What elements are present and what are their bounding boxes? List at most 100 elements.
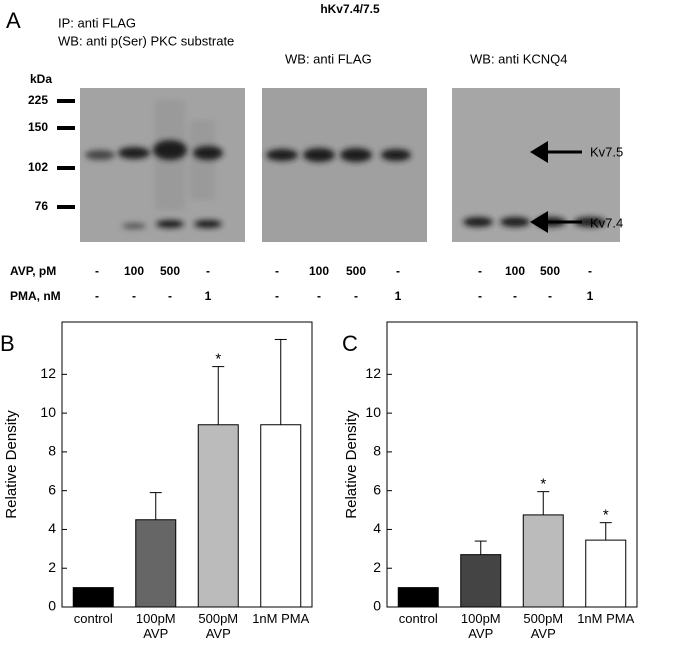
x-tick-label-box: control	[398, 611, 438, 626]
y-tick-label: 4	[373, 520, 381, 536]
x-tick-label-box: 100pM AVP	[460, 611, 501, 641]
row-cell: -	[275, 264, 279, 278]
significance: *	[540, 476, 546, 493]
arrows	[545, 150, 582, 224]
row-cell: 100	[505, 264, 525, 278]
bar	[72, 587, 114, 608]
marker-label: 76	[35, 199, 49, 213]
error-bar	[474, 540, 487, 555]
x-tick-label: control	[398, 611, 438, 626]
blot-header: IP: anti FLAG	[58, 15, 136, 30]
figure-title: hKv7.4/7.5	[320, 2, 380, 16]
y-axis-title: Relative Density	[343, 410, 360, 519]
row-cell: -	[478, 289, 482, 303]
y-axis-title: Relative Density	[3, 410, 20, 519]
plot-frame	[61, 321, 313, 608]
y-tick-label: 4	[48, 520, 56, 536]
row-cell: -	[95, 264, 99, 278]
x-tick-label-box: 500pM AVP	[198, 611, 239, 641]
band-label: Kv7.5	[590, 144, 623, 159]
x-tick-label-box: 1nM PMA	[252, 611, 310, 626]
x-tick-label-box: control	[73, 611, 113, 626]
x-tick-label: 500pM AVP	[198, 611, 239, 641]
band-label: Kv7.4	[590, 215, 623, 230]
row-cell: -	[206, 264, 210, 278]
y-tick-label: 12	[365, 365, 381, 381]
marker-label: 102	[28, 160, 48, 174]
row-label: AVP, pM	[10, 264, 56, 278]
row-cell: 1	[395, 289, 402, 303]
row-cell: -	[317, 289, 321, 303]
y-tick-label: 10	[365, 404, 381, 420]
panel-label: B	[0, 331, 15, 356]
blot	[262, 88, 427, 242]
blot-header: WB: anti p(Ser) PKC substrate	[58, 33, 234, 48]
y-tick-label: 2	[373, 559, 381, 575]
row-cell: 100	[124, 264, 144, 278]
row-cell: -	[132, 289, 136, 303]
bar	[460, 554, 502, 608]
x-tick-label: 500pM AVP	[523, 611, 564, 641]
x-tick-label: control	[73, 611, 113, 626]
panel-label: A	[6, 8, 21, 33]
panel-label: C	[342, 331, 358, 356]
row-cell: 500	[346, 264, 366, 278]
row-cell: -	[478, 264, 482, 278]
row-cell: -	[588, 264, 592, 278]
bar	[585, 539, 627, 608]
row-cell: -	[95, 289, 99, 303]
y-tick-label: 12	[40, 365, 56, 381]
significance: *	[603, 507, 609, 524]
blot-header: WB: anti KCNQ4	[470, 51, 568, 66]
row-cell: -	[513, 289, 517, 303]
marker-label: 225	[28, 93, 48, 107]
arrow-head	[530, 211, 548, 233]
x-tick-label: 1nM PMA	[577, 611, 635, 626]
row-cell: -	[354, 289, 358, 303]
y-tick-label: 2	[48, 559, 56, 575]
bar	[522, 514, 564, 608]
x-tick-label-box: 1nM PMA	[577, 611, 635, 626]
row-label: PMA, nM	[10, 289, 61, 303]
x-tick-label-box: 100pM AVP	[135, 611, 176, 641]
x-tick-label: 100pM AVP	[460, 611, 501, 641]
error-bar	[149, 492, 162, 520]
row-cell: 100	[309, 264, 329, 278]
y-tick-label: 0	[48, 598, 56, 614]
row-cell: 1	[587, 289, 594, 303]
row-cell: -	[548, 289, 552, 303]
row-cell: -	[168, 289, 172, 303]
x-tick-label-box: 500pM AVP	[523, 611, 564, 641]
marker-label: 150	[28, 120, 48, 134]
error-bar	[599, 522, 612, 541]
x-tick-label: 100pM AVP	[135, 611, 176, 641]
bar	[260, 424, 302, 608]
blot-header: WB: anti FLAG	[285, 51, 372, 66]
row-cell: 1	[205, 289, 212, 303]
row-cell: -	[275, 289, 279, 303]
error-bar	[274, 338, 287, 425]
kda-label: kDa	[30, 72, 52, 86]
plot-frame	[386, 321, 638, 608]
bar	[197, 424, 239, 608]
y-tick-label: 8	[373, 443, 381, 459]
y-tick-label: 6	[48, 481, 56, 497]
error-bar	[537, 491, 550, 515]
y-tick-label: 10	[40, 404, 56, 420]
significance: *	[215, 351, 221, 368]
arrow-head	[530, 141, 548, 163]
y-tick-label: 8	[48, 443, 56, 459]
bar	[135, 519, 177, 608]
error-bar	[212, 366, 225, 425]
x-tick-label: 1nM PMA	[252, 611, 310, 626]
row-cell: 500	[160, 264, 180, 278]
blot	[452, 88, 620, 242]
bar	[397, 587, 439, 608]
y-tick-label: 0	[373, 598, 381, 614]
blot-bands	[85, 140, 606, 229]
y-tick-label: 6	[373, 481, 381, 497]
row-cell: 500	[540, 264, 560, 278]
row-cell: -	[396, 264, 400, 278]
